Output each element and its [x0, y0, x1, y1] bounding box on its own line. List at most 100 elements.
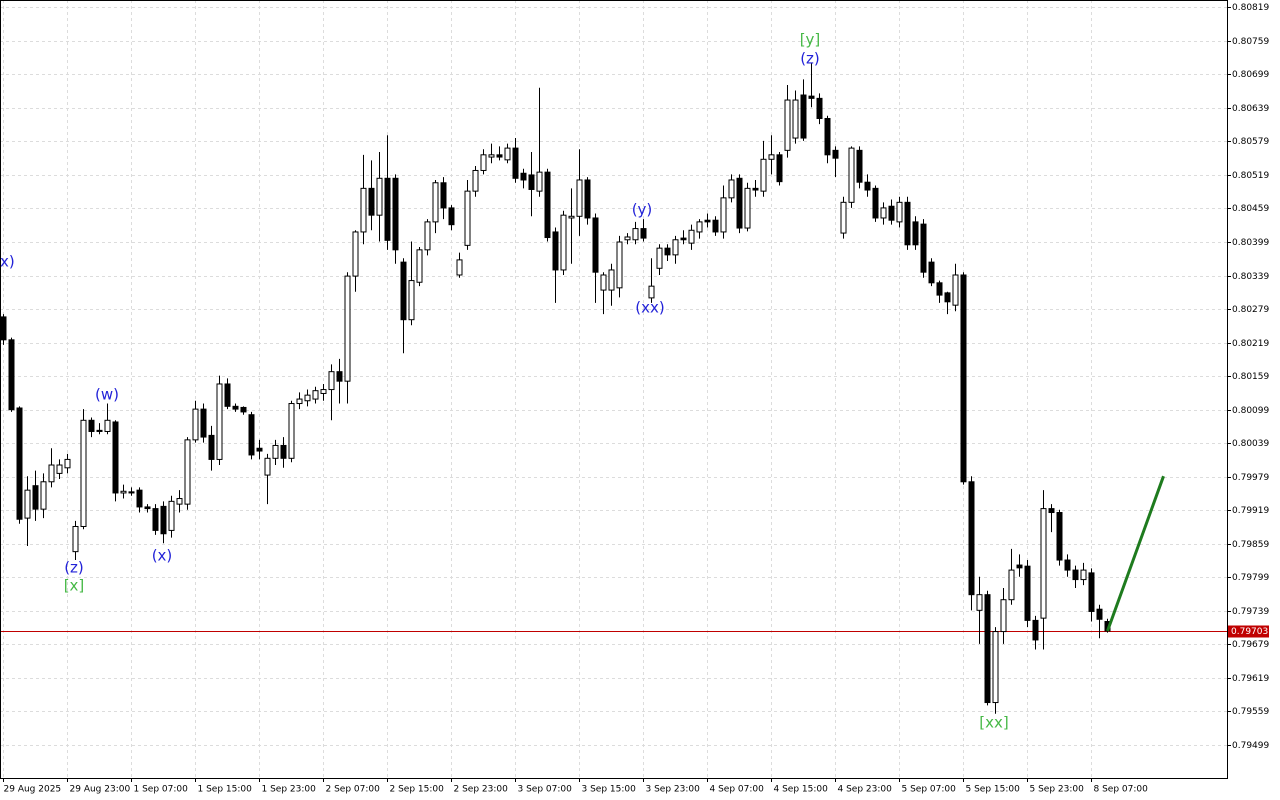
y-tick-label: 0.79619: [1232, 674, 1269, 684]
x-tick-label: 5 Sep 15:00: [966, 785, 1021, 795]
wave-label: (w): [95, 386, 119, 404]
candle-body: [88, 419, 95, 432]
candle-body: [1016, 564, 1023, 569]
x-tick-label: 29 Aug 2025: [4, 785, 62, 795]
candle-body: [1048, 508, 1055, 514]
plot-frame: [0, 0, 1228, 779]
candle-body: [152, 508, 159, 531]
candle-body: [600, 274, 607, 291]
candle-body: [960, 274, 967, 483]
candle-body: [640, 228, 647, 239]
candle-body: [704, 219, 711, 223]
candle-body: [272, 444, 279, 459]
candle-body: [1064, 559, 1071, 571]
candle-body: [1008, 569, 1015, 601]
candle-body: [736, 177, 743, 229]
candle-body: [872, 187, 879, 219]
x-tick-label: 4 Sep 23:00: [838, 785, 893, 795]
x-tick-label: 1 Sep 07:00: [134, 785, 189, 795]
candle-body: [504, 147, 511, 161]
x-tick-label: 5 Sep 23:00: [1030, 785, 1085, 795]
candle-body: [296, 398, 303, 405]
x-tick-label: 3 Sep 07:00: [518, 785, 573, 795]
candle-body: [1024, 565, 1031, 621]
candle-body: [808, 95, 815, 99]
candle-body: [56, 464, 63, 474]
candle-body: [416, 249, 423, 283]
candle-body: [832, 149, 839, 159]
candle-body: [1032, 619, 1039, 641]
candle-body: [592, 217, 599, 273]
candle-body: [232, 405, 239, 410]
y-tick-label: 0.80459: [1232, 204, 1269, 214]
forecast-line: [1106, 475, 1165, 632]
candle-body: [512, 147, 519, 179]
y-tick-label: 0.80699: [1232, 70, 1269, 80]
x-tick-label: 2 Sep 07:00: [326, 785, 381, 795]
candle-body: [792, 99, 799, 139]
candle-body: [760, 158, 767, 192]
candle-body: [112, 421, 119, 494]
candle-body: [752, 187, 759, 191]
x-tick-label: 4 Sep 07:00: [710, 785, 765, 795]
candle-body: [312, 390, 319, 400]
candle-body: [608, 269, 615, 291]
y-tick-label: 0.79679: [1232, 640, 1269, 650]
candle-body: [1072, 569, 1079, 581]
candle-body: [224, 383, 231, 407]
candle-body: [544, 171, 551, 239]
y-tick-label: 0.80579: [1232, 137, 1269, 147]
y-tick-label: 0.79919: [1232, 506, 1269, 516]
candle-body: [432, 182, 439, 223]
candle-body: [664, 247, 671, 256]
candle-body: [1056, 512, 1063, 561]
candle-body: [16, 407, 23, 520]
candle-body: [840, 201, 847, 234]
x-tick-label: 3 Sep 23:00: [646, 785, 701, 795]
candle-body: [8, 339, 15, 411]
candle-body: [880, 207, 887, 219]
candle-body: [368, 187, 375, 216]
candle-body: [984, 594, 991, 704]
candle-body: [72, 525, 79, 553]
y-tick-label: 0.79499: [1232, 741, 1269, 751]
wave-label: (y): [632, 201, 653, 219]
x-tick-label: 1 Sep 15:00: [198, 785, 253, 795]
candle-body: [352, 231, 359, 277]
candle-body: [912, 221, 919, 246]
candle-body: [576, 179, 583, 217]
candle-body: [248, 414, 255, 456]
candle-body: [208, 434, 215, 460]
candle-body: [904, 201, 911, 246]
candle-body: [160, 505, 167, 535]
x-tick-label: 2 Sep 15:00: [390, 785, 445, 795]
y-tick-label: 0.80339: [1232, 272, 1269, 282]
candle-body: [568, 215, 575, 219]
candle-body: [400, 261, 407, 321]
candle-body: [0, 316, 7, 341]
candle-body: [256, 447, 263, 452]
candle-body: [936, 282, 943, 296]
candle-body: [104, 419, 111, 432]
candle-body: [144, 506, 151, 510]
candle-body: [920, 223, 927, 273]
y-tick-label: 0.80519: [1232, 171, 1269, 181]
candle-body: [672, 239, 679, 256]
y-tick-label: 0.80399: [1232, 238, 1269, 248]
candle-body: [328, 371, 335, 391]
x-tick-label: 1 Sep 23:00: [262, 785, 317, 795]
candle-body: [464, 190, 471, 246]
candle-body: [896, 201, 903, 223]
candle-body: [648, 285, 655, 299]
candle-body: [584, 179, 591, 219]
candle-body: [480, 154, 487, 171]
x-tick-label: 4 Sep 15:00: [774, 785, 829, 795]
y-tick-label: 0.80219: [1232, 339, 1269, 349]
candle-body: [120, 490, 127, 494]
y-tick-label: 0.79559: [1232, 707, 1269, 717]
candle-body: [552, 231, 559, 271]
x-tick-label: 8 Sep 07:00: [1094, 785, 1149, 795]
wave-label: [x]: [64, 577, 85, 595]
candle-body: [288, 403, 295, 459]
